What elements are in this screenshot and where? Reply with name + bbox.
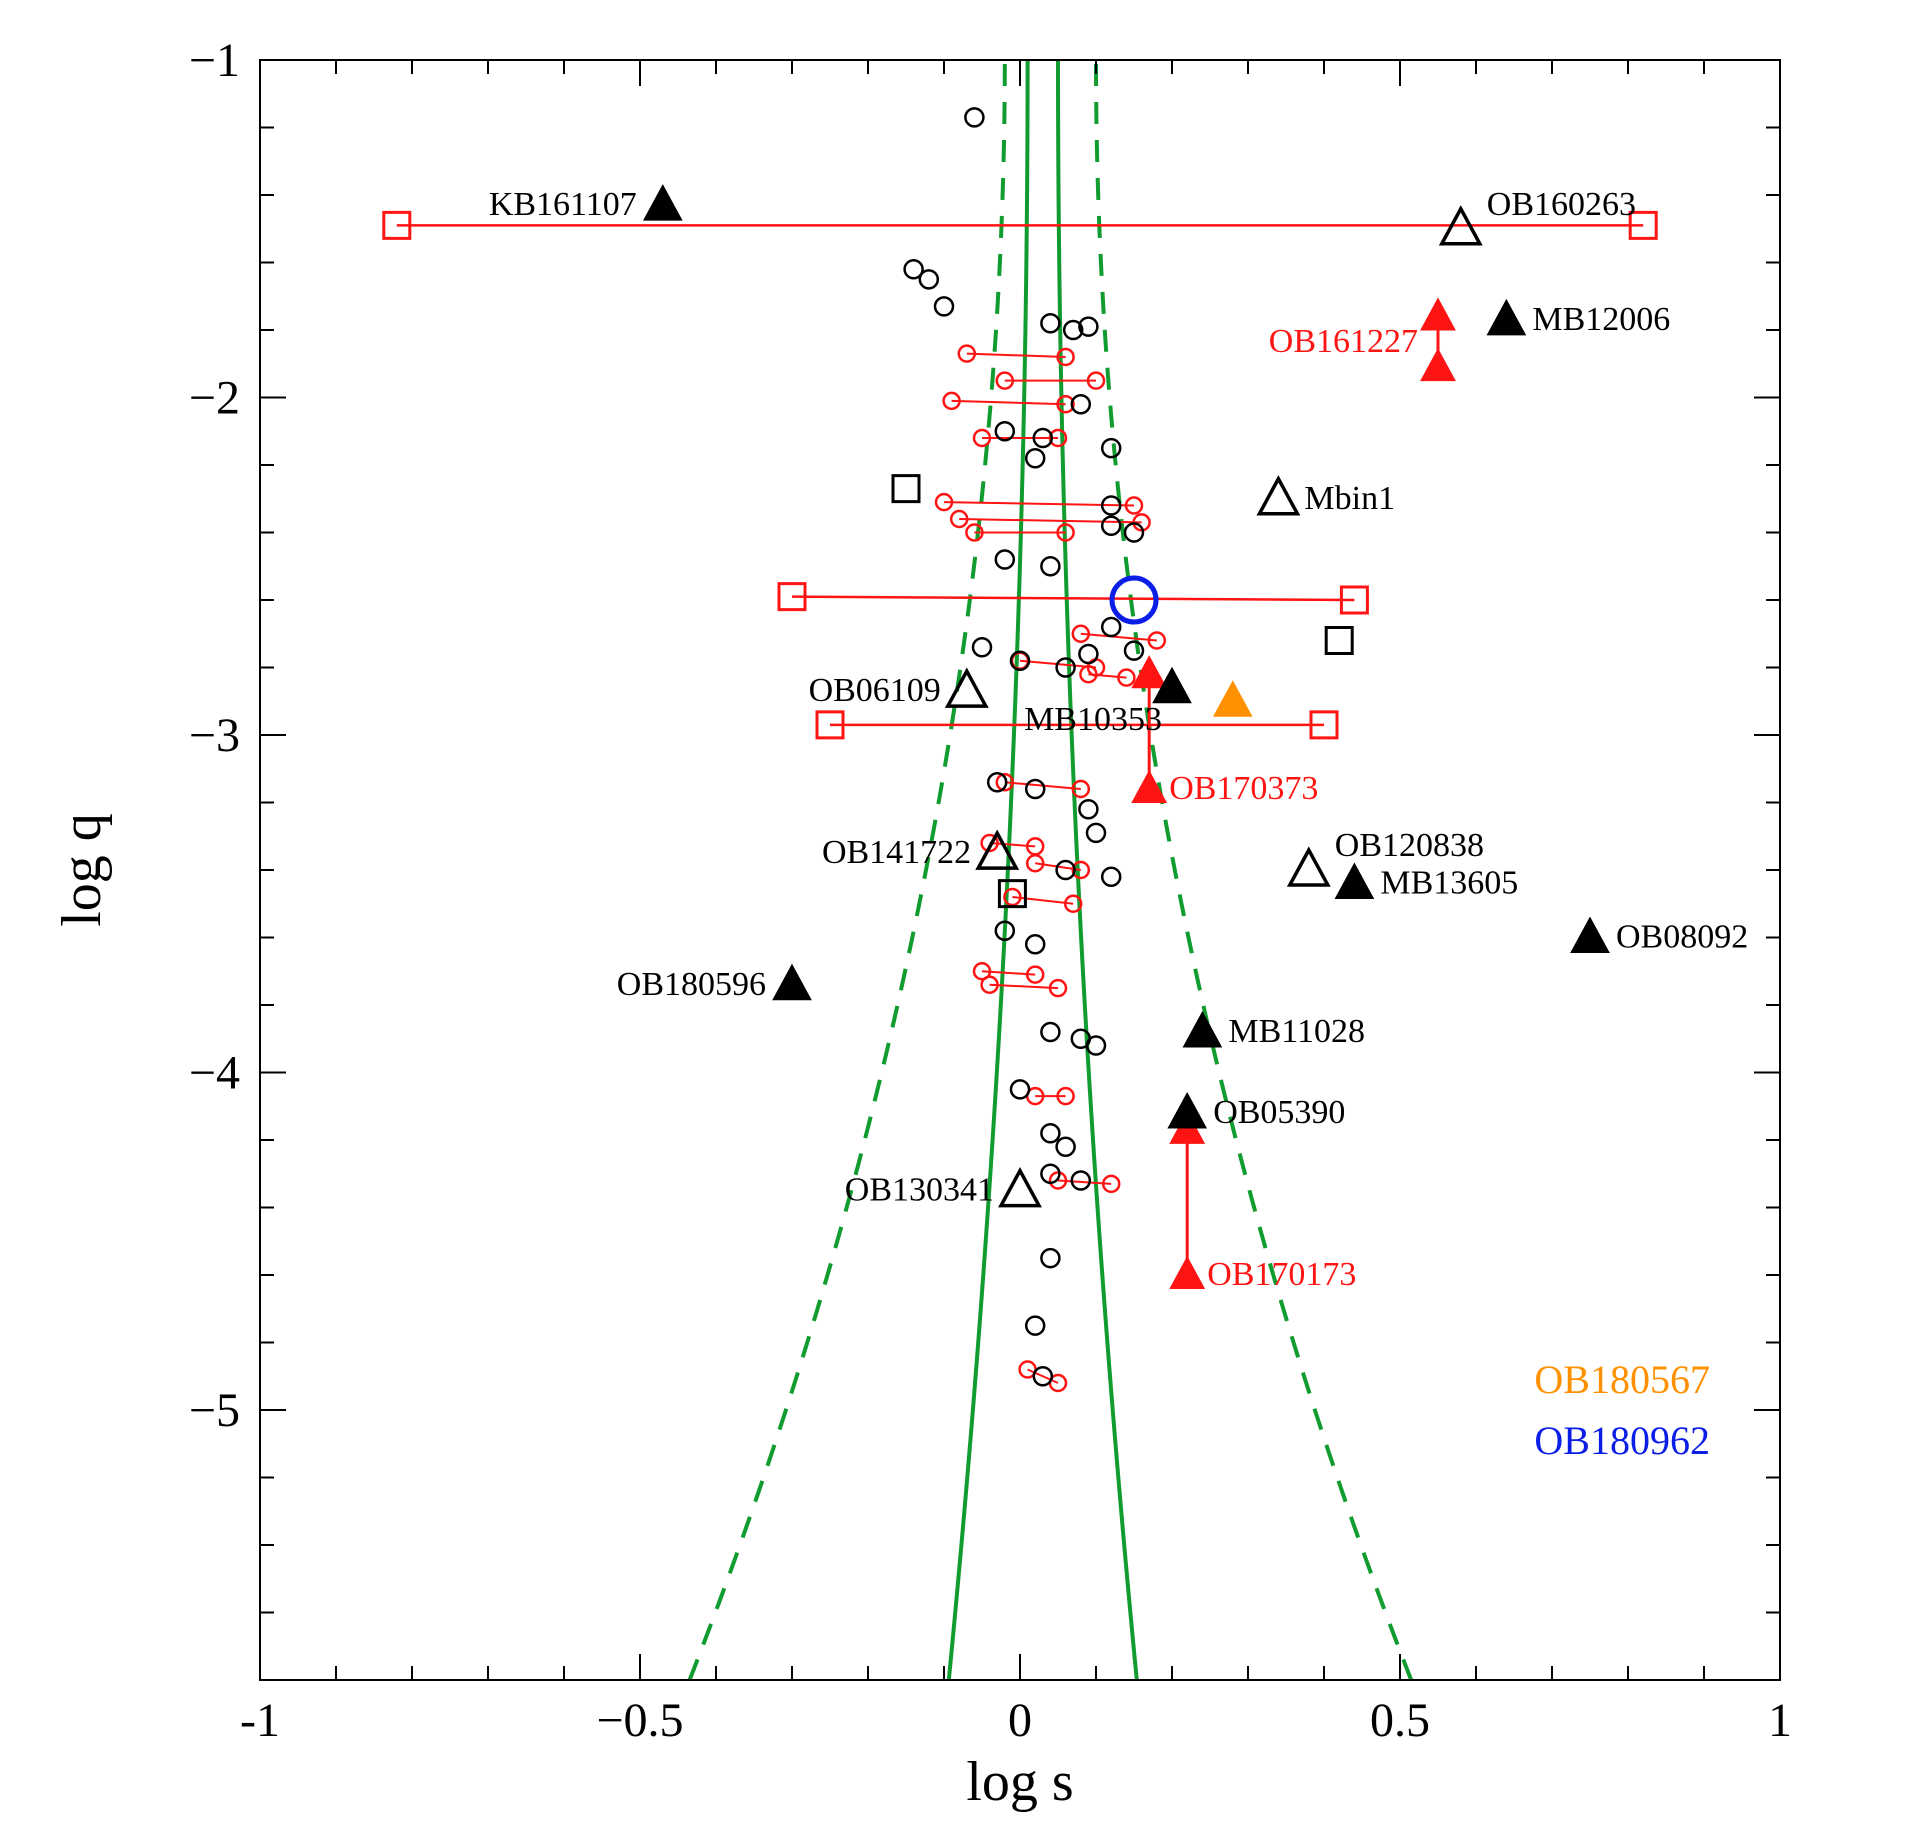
svg-text:MB11028: MB11028 <box>1228 1013 1365 1050</box>
svg-text:−1: −1 <box>189 34 240 87</box>
svg-text:−0.5: −0.5 <box>596 1694 683 1747</box>
svg-text:MB12006: MB12006 <box>1532 301 1670 338</box>
svg-text:log q: log q <box>51 813 113 927</box>
svg-text:0.5: 0.5 <box>1370 1694 1430 1747</box>
svg-text:-1: -1 <box>240 1694 280 1747</box>
svg-text:log s: log s <box>966 1751 1073 1813</box>
svg-text:OB120838: OB120838 <box>1335 827 1484 864</box>
svg-text:1: 1 <box>1768 1694 1792 1747</box>
svg-text:OB05390: OB05390 <box>1213 1094 1345 1131</box>
svg-text:MB13605: MB13605 <box>1380 865 1518 902</box>
svg-text:OB180962: OB180962 <box>1534 1418 1710 1463</box>
svg-text:OB180596: OB180596 <box>617 966 766 1003</box>
svg-text:OB180567: OB180567 <box>1534 1357 1710 1402</box>
svg-text:Mbin1: Mbin1 <box>1304 480 1395 517</box>
svg-text:OB170373: OB170373 <box>1169 770 1318 807</box>
scatter-chart: OB161227 OB170373 OB170173 KB161107 MB12006 M… <box>0 0 1920 1844</box>
svg-text:−3: −3 <box>189 709 240 762</box>
svg-text:KB161107: KB161107 <box>489 186 637 223</box>
svg-text:OB08092: OB08092 <box>1616 919 1748 956</box>
svg-text:OB130341: OB130341 <box>845 1172 994 1209</box>
chart-svg: OB161227 OB170373 OB170173 KB161107 MB12006 M… <box>0 0 1920 1844</box>
svg-text:0: 0 <box>1008 1694 1032 1747</box>
svg-text:−4: −4 <box>189 1047 240 1100</box>
svg-text:OB06109: OB06109 <box>809 672 941 709</box>
svg-text:−2: −2 <box>189 372 240 425</box>
svg-text:OB160263: OB160263 <box>1487 186 1636 223</box>
svg-text:−5: −5 <box>189 1384 240 1437</box>
svg-text:OB170173: OB170173 <box>1207 1256 1356 1293</box>
svg-text:MB10353: MB10353 <box>1024 701 1162 738</box>
svg-text:OB161227: OB161227 <box>1269 323 1418 360</box>
svg-text:OB141722: OB141722 <box>822 834 971 871</box>
